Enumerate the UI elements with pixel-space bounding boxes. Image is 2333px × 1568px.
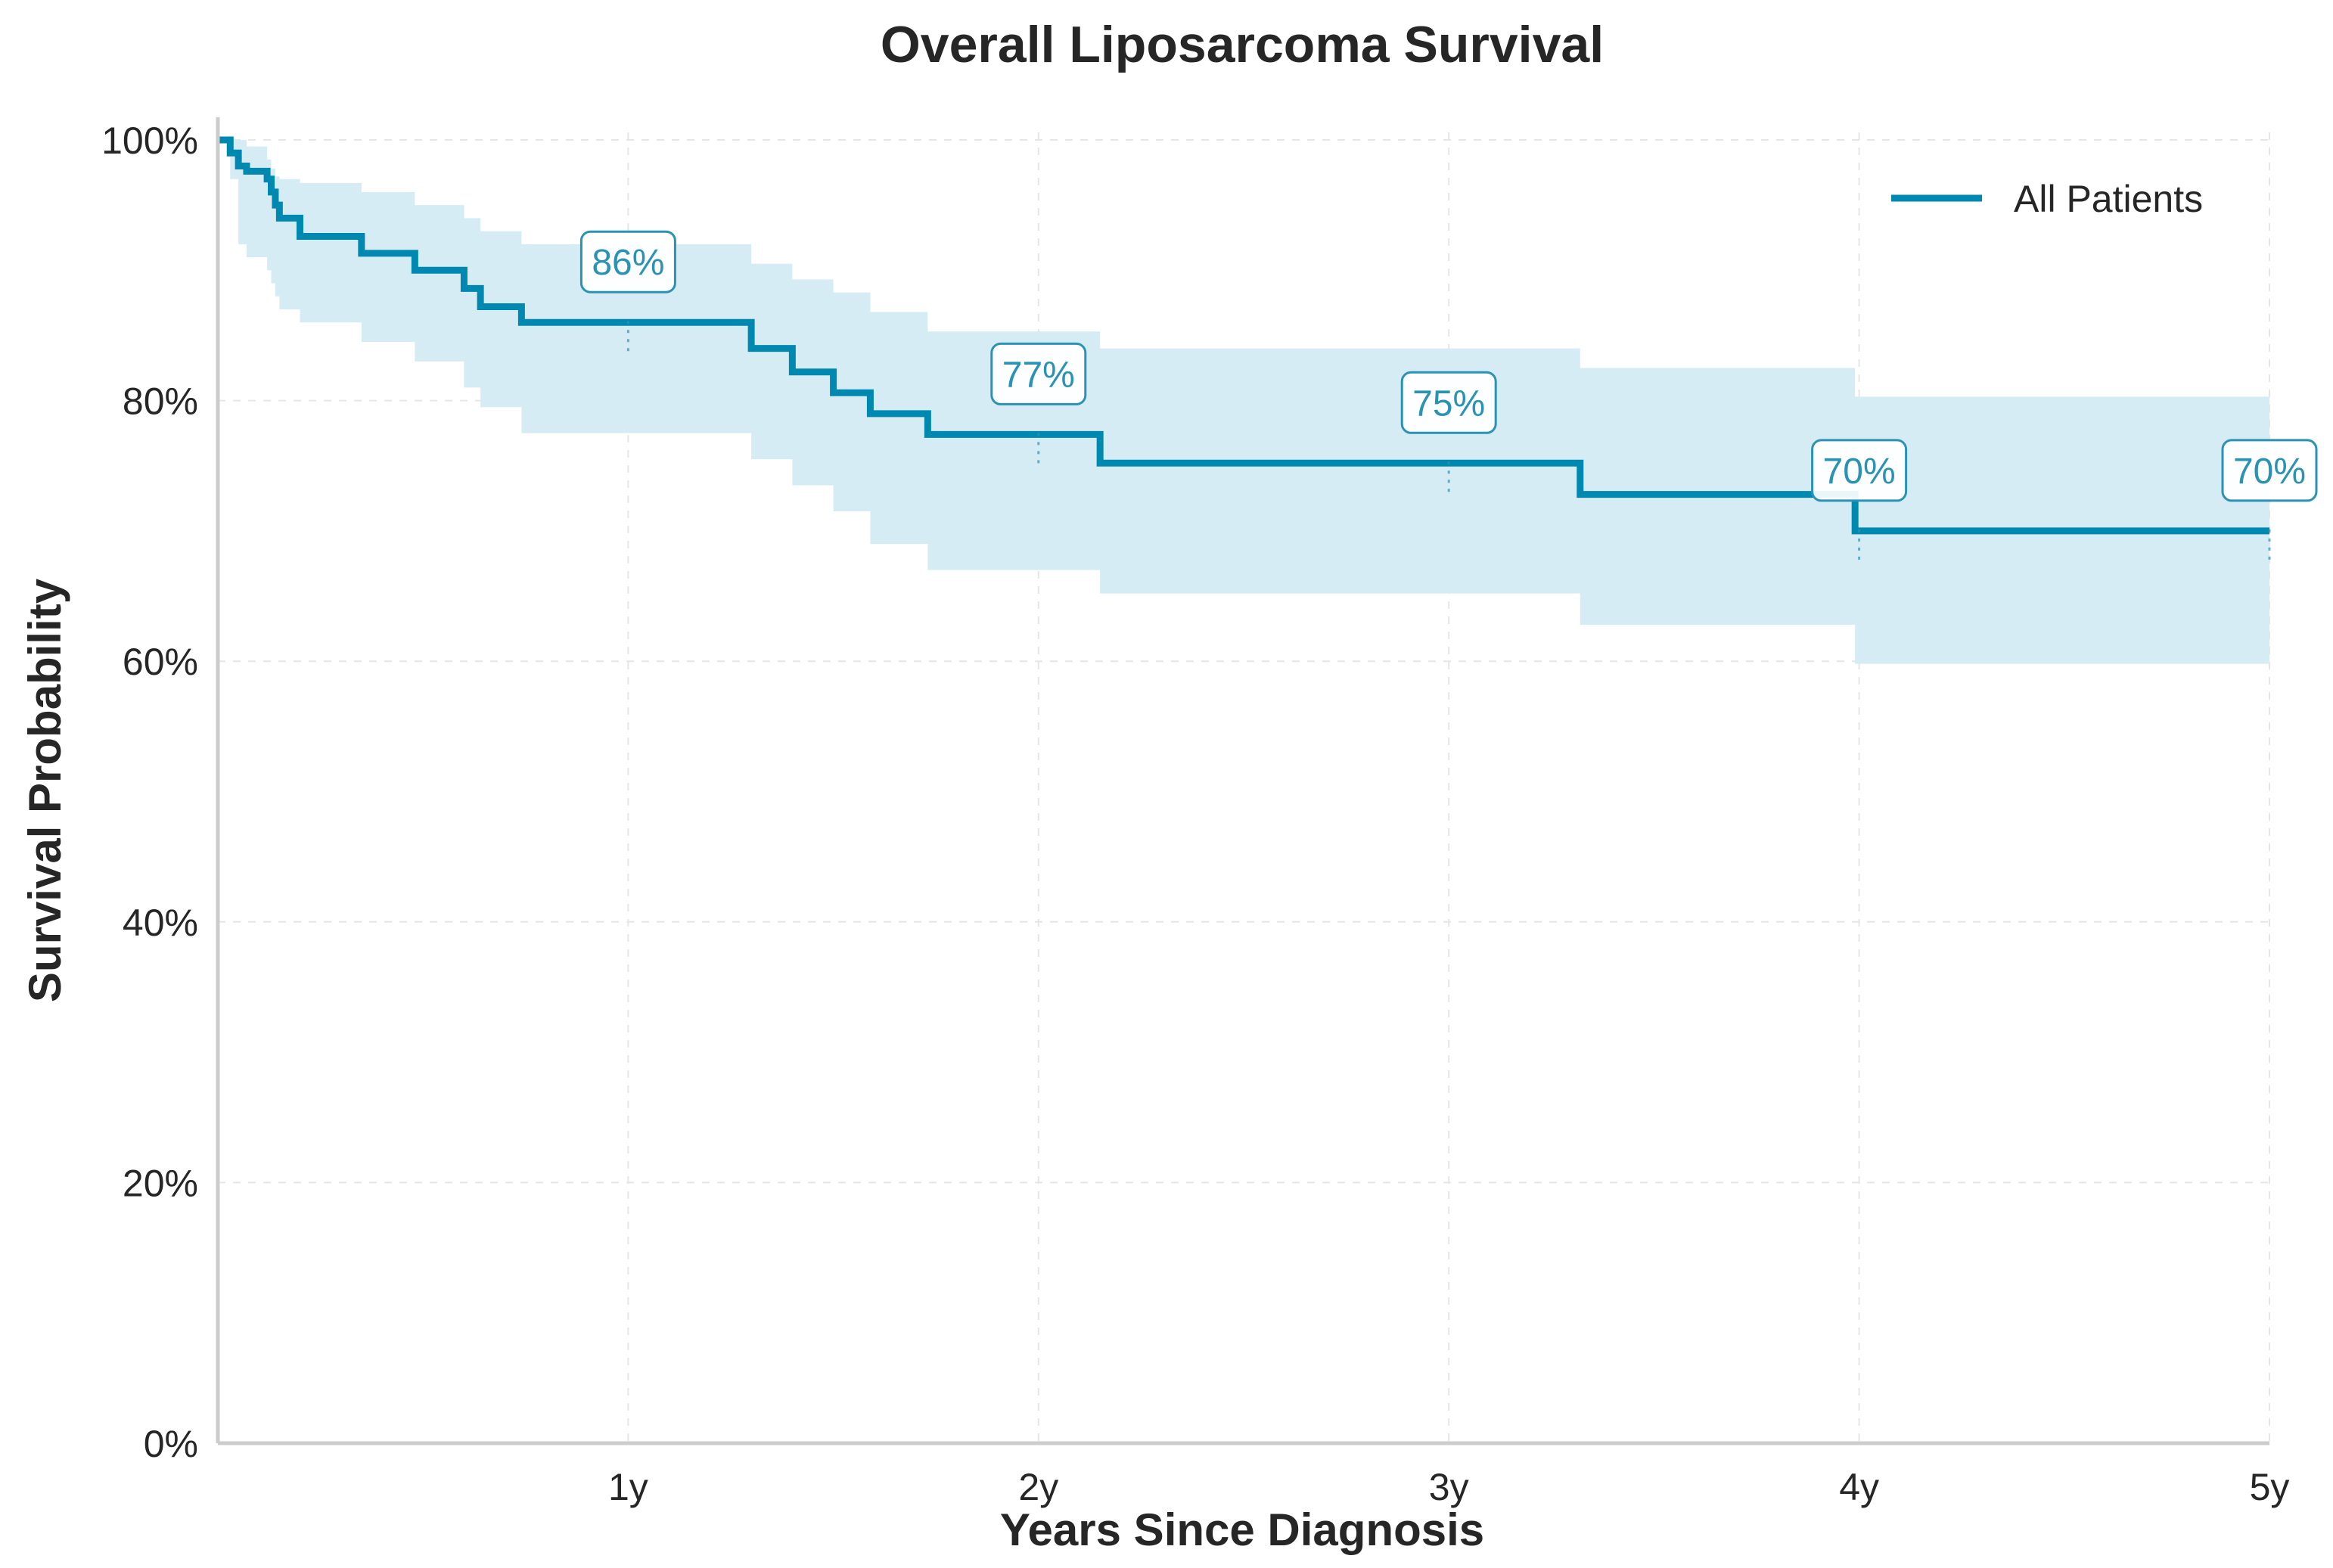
chart-title: Overall Liposarcoma Survival bbox=[881, 16, 1604, 73]
y-tick-label-3: 60% bbox=[123, 641, 198, 683]
confidence-band bbox=[218, 140, 2269, 714]
x-tick-labels: 1y 2y 3y 4y 5y bbox=[608, 1466, 2289, 1508]
annotation-box-3 bbox=[1811, 439, 1908, 502]
y-tick-label-4: 80% bbox=[123, 380, 198, 423]
x-tick-label-4: 5y bbox=[2250, 1466, 2290, 1508]
y-tick-label-2: 40% bbox=[123, 902, 198, 944]
annotation-3: 70% bbox=[1811, 439, 1908, 561]
annotation-1: 77% bbox=[990, 342, 1087, 465]
x-axis-label: Years Since Diagnosis bbox=[1000, 1504, 1484, 1555]
annotation-box-4 bbox=[2221, 439, 2318, 502]
annotation-label-2: 75% bbox=[1412, 383, 1485, 424]
y-tick-label-0: 0% bbox=[144, 1423, 198, 1465]
survival-curve-layer bbox=[218, 136, 2269, 535]
annotation-box-2 bbox=[1400, 371, 1497, 434]
annotation-label-1: 77% bbox=[1002, 355, 1075, 395]
annotation-label-0: 86% bbox=[592, 243, 664, 283]
annotation-4: 70% bbox=[2221, 439, 2318, 561]
annotation-label-3: 70% bbox=[1823, 452, 1896, 492]
y-tick-labels: 0% 20% 40% 60% 80% 100% bbox=[101, 120, 198, 1465]
x-tick-label-2: 3y bbox=[1429, 1466, 1469, 1508]
x-tick-label-1: 2y bbox=[1018, 1466, 1058, 1508]
annotation-0: 86% bbox=[579, 230, 676, 353]
annotation-label-4: 70% bbox=[2233, 452, 2306, 492]
y-tick-label-5: 100% bbox=[101, 120, 198, 162]
legend-label-all-patients: All Patients bbox=[2014, 178, 2203, 220]
y-axis-label: Survival Probability bbox=[20, 578, 70, 1002]
survival-curve-all-patients bbox=[218, 136, 2269, 535]
annotation-2: 75% bbox=[1400, 371, 1497, 494]
y-tick-label-1: 20% bbox=[123, 1162, 198, 1204]
x-tick-label-0: 1y bbox=[608, 1466, 648, 1508]
confidence-band-layer bbox=[218, 140, 2269, 714]
axis-spines bbox=[216, 117, 2269, 1445]
legend: All Patients bbox=[1891, 178, 2203, 220]
annotation-box-0 bbox=[579, 230, 676, 293]
annotation-layer: 86% 77% 75% 70% 70% bbox=[579, 230, 2318, 561]
annotation-box-1 bbox=[990, 342, 1087, 405]
x-tick-label-3: 4y bbox=[1839, 1466, 1879, 1508]
